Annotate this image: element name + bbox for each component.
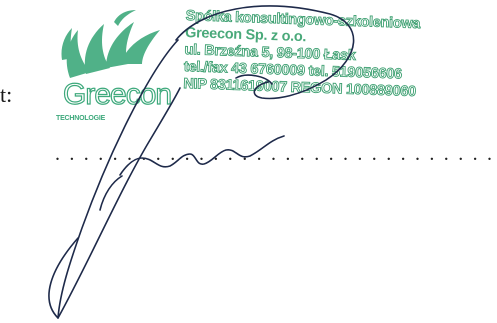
leaf-wing-icon [61, 10, 160, 78]
stamp-text-block: Spółka konsultingowo-szkoleniowa Greecon… [183, 8, 497, 104]
greecon-logo: Greecon TECHNOLOGIE [56, 0, 181, 130]
logo-wordmark: Greecon [62, 78, 172, 111]
field-label: t: [0, 82, 13, 107]
signature-dotted-line: . . . . . . . . . . . . . . . . . . . . … [55, 143, 497, 165]
company-stamp: Greecon TECHNOLOGIE Spółka konsultingowo… [56, 0, 497, 130]
logo-tagline: TECHNOLOGIE [56, 115, 106, 122]
